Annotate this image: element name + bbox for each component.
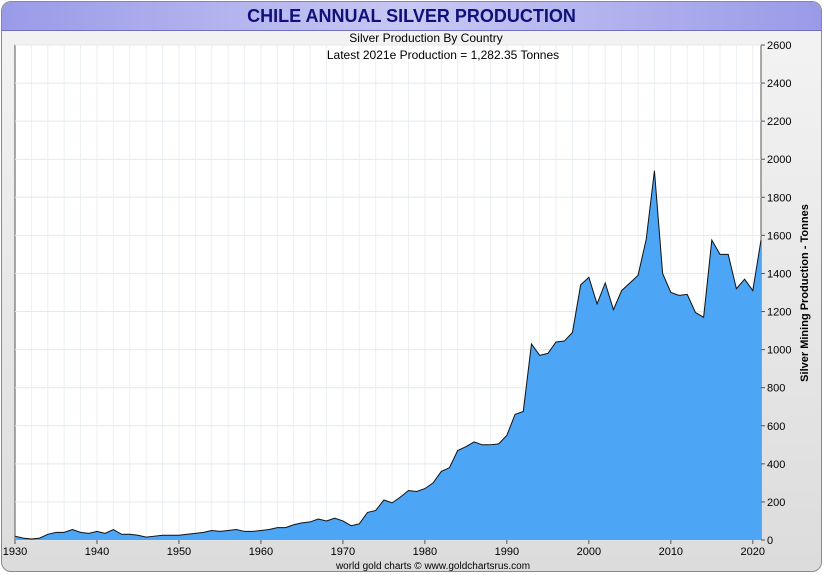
y-tick-label: 200 (767, 497, 785, 509)
x-tick-label: 2010 (659, 546, 683, 558)
y-tick-label: 0 (767, 535, 773, 547)
y-tick-label: 1200 (767, 307, 791, 319)
y-axis: 0 200 400 600 800 1000 1200 1400 1600 1800 2000 220… (761, 40, 791, 547)
y-tick-label: 2000 (767, 154, 791, 166)
series-line (14, 170, 762, 540)
x-tick-label: 1960 (249, 546, 273, 558)
y-tick-label: 1600 (767, 230, 791, 242)
y-tick-label: 2600 (767, 40, 791, 52)
y-tick-label: 1400 (767, 268, 791, 280)
y-tick-label: 1800 (767, 192, 791, 204)
chart-title: CHILE ANNUAL SILVER PRODUCTION (247, 6, 576, 26)
x-tick-label: 1980 (413, 546, 437, 558)
x-tick-label: 1950 (167, 546, 191, 558)
x-tick-label: 1930 (3, 546, 27, 558)
footer-credit: world gold charts © www.goldchartsrus.co… (335, 561, 530, 572)
y-tick-label: 2400 (767, 78, 791, 90)
y-tick-label: 1000 (767, 345, 791, 357)
y-tick-label: 600 (767, 421, 785, 433)
x-tick-label: 1970 (331, 546, 355, 558)
y-tick-label: 800 (767, 383, 785, 395)
x-tick-label: 1940 (85, 546, 109, 558)
x-axis: 1930 1940 1950 1960 1970 1980 1990 2000 2010 2020 (3, 540, 765, 558)
chart-subtitle: Silver Production By Country (349, 31, 502, 45)
y-axis-label: Silver Mining Production - Tonnes (799, 204, 811, 382)
area-fill (15, 170, 761, 540)
x-tick-label: 1990 (495, 546, 519, 558)
y-tick-label: 400 (767, 459, 785, 471)
title-bar (2, 2, 821, 31)
latest-production-annotation: Latest 2021e Production = 1,282.35 Tonne… (327, 48, 559, 62)
area-series (14, 170, 762, 540)
x-tick-label: 2020 (741, 546, 765, 558)
y-tick-label: 2200 (767, 116, 791, 128)
x-tick-label: 2000 (577, 546, 601, 558)
